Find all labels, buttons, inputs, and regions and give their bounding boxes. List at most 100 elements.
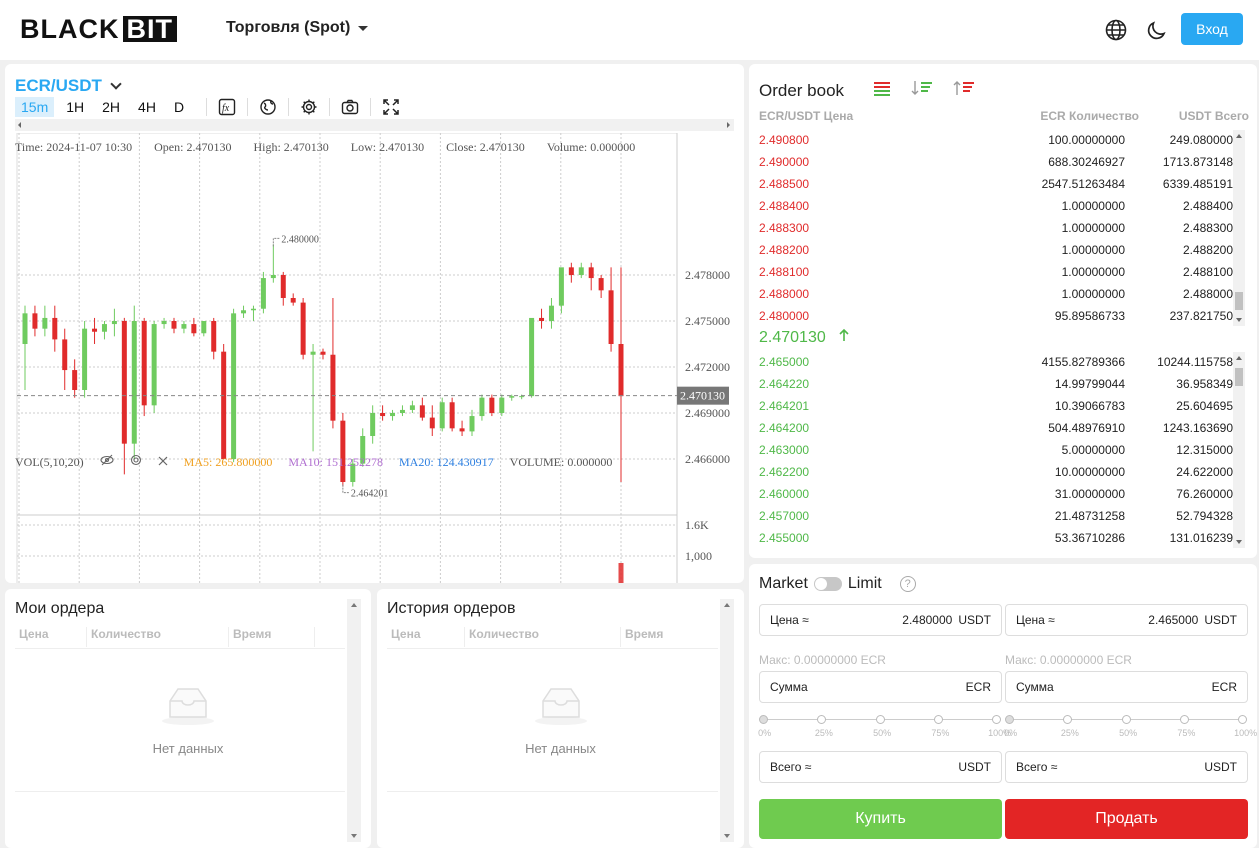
bids-scrollbar[interactable] bbox=[1233, 352, 1245, 548]
sell-percent-slider[interactable]: 0% 25% 50% 75% 100% bbox=[1004, 714, 1257, 742]
sell-button[interactable]: Продать bbox=[1005, 799, 1248, 839]
bid-row[interactable]: 2.455000 53.36710286 131.016239 bbox=[759, 527, 1233, 549]
slider-stop[interactable] bbox=[1121, 715, 1131, 724]
bid-row[interactable]: 2.457000 21.48731258 52.794328 bbox=[759, 505, 1233, 527]
bid-row[interactable]: 2.465000 4155.82789366 10244.115758 bbox=[759, 351, 1233, 373]
bid-qty: 14.99799044 bbox=[1054, 377, 1125, 391]
globe-icon[interactable] bbox=[1104, 18, 1128, 42]
order-history-title: История ордеров bbox=[387, 600, 516, 617]
pair-selector[interactable]: ECR/USDT bbox=[15, 76, 122, 96]
order-book-panel: Order book ECR/USDT Цена ECR Количество … bbox=[749, 64, 1257, 558]
buy-amount-input[interactable]: Сумма ECR bbox=[759, 671, 1002, 703]
slider-stop[interactable] bbox=[992, 715, 1001, 724]
ask-row[interactable]: 2.490800 100.00000000 249.080000 bbox=[759, 129, 1233, 151]
market-limit-toggle[interactable] bbox=[813, 577, 842, 591]
buy-price-field[interactable]: Цена ≈ 2.480000 USDT bbox=[759, 604, 1002, 636]
timeframe-4h[interactable]: 4H bbox=[138, 99, 156, 115]
timeframe-d[interactable]: D bbox=[173, 99, 185, 115]
slider-stop[interactable] bbox=[1179, 715, 1189, 724]
slider-stop[interactable] bbox=[759, 715, 768, 724]
legend-volume: Volume: 0.000000 bbox=[546, 140, 636, 154]
ask-row[interactable]: 2.488000 1.00000000 2.488000 bbox=[759, 283, 1233, 305]
settings-gear-icon[interactable] bbox=[299, 97, 319, 117]
volume-tick-label: 400 bbox=[685, 580, 703, 583]
view-bids-icon[interactable] bbox=[911, 80, 933, 101]
price-tick-label: 2.472000 bbox=[685, 360, 730, 374]
asks-scrollbar[interactable] bbox=[1233, 130, 1245, 326]
candle-body bbox=[350, 463, 356, 482]
ask-row[interactable]: 2.488500 2547.51263484 6339.485191 bbox=[759, 173, 1233, 195]
ask-row[interactable]: 2.480000 95.89586733 237.821750 bbox=[759, 305, 1233, 327]
toolbar-divider bbox=[206, 98, 208, 116]
help-icon[interactable]: ? bbox=[899, 576, 916, 592]
ask-row[interactable]: 2.488200 1.00000000 2.488200 bbox=[759, 239, 1233, 261]
bid-total: 10244.115758 bbox=[1157, 355, 1233, 369]
sell-price-value: 2.465000 bbox=[1148, 613, 1199, 627]
bid-row[interactable]: 2.464201 10.39066783 25.604695 bbox=[759, 395, 1233, 417]
candle-body bbox=[121, 321, 127, 444]
slider-stop[interactable] bbox=[933, 715, 943, 724]
buy-button[interactable]: Купить bbox=[759, 799, 1002, 839]
chart-canvas[interactable]: 2.478000 2.475000 2.472000 2.469000 2.466000… bbox=[15, 133, 735, 583]
sell-price-unit: USDT bbox=[1204, 613, 1237, 627]
hide-eye-icon[interactable] bbox=[100, 454, 114, 470]
candle-body bbox=[221, 351, 227, 459]
sell-amount-input[interactable]: Сумма ECR bbox=[1005, 671, 1248, 703]
bid-price: 2.463000 bbox=[759, 443, 810, 457]
indicators-icon[interactable]: fx bbox=[217, 97, 237, 117]
chart-horizontal-scrollbar[interactable] bbox=[15, 119, 734, 131]
bids-list: 2.465000 4155.82789366 10244.115758 2.46422… bbox=[759, 351, 1233, 549]
price-tick-label: 2.475000 bbox=[685, 314, 730, 328]
sell-price-field[interactable]: Цена ≈ 2.465000 USDT bbox=[1005, 604, 1248, 636]
current-price-label: 2.470130 bbox=[680, 389, 725, 403]
ask-row[interactable]: 2.488300 1.00000000 2.488300 bbox=[759, 217, 1233, 239]
slider-percent-label: 50% bbox=[1119, 728, 1138, 738]
slider-stop[interactable] bbox=[1063, 715, 1073, 724]
ask-row[interactable]: 2.488400 1.00000000 2.488400 bbox=[759, 195, 1233, 217]
slider-percent-label: 75% bbox=[1177, 728, 1196, 738]
ma20-value: MA20: 124.430917 bbox=[399, 454, 494, 469]
view-both-icon[interactable] bbox=[873, 80, 891, 101]
bid-row[interactable]: 2.460000 31.00000000 76.260000 bbox=[759, 483, 1233, 505]
timeframe-15m[interactable]: 15m bbox=[15, 97, 55, 117]
candle-body bbox=[141, 321, 147, 406]
view-asks-icon[interactable] bbox=[953, 80, 975, 101]
market-label[interactable]: Market bbox=[759, 575, 808, 592]
vol-settings-icon[interactable] bbox=[130, 454, 142, 470]
slider-stop[interactable] bbox=[1238, 715, 1247, 724]
ask-row[interactable]: 2.488100 1.00000000 2.488100 bbox=[759, 261, 1233, 283]
buy-percent-slider[interactable]: 0% 25% 50% 75% 100% bbox=[758, 714, 1011, 742]
slider-stop[interactable] bbox=[1005, 715, 1014, 724]
my-orders-scrollbar[interactable] bbox=[347, 599, 361, 842]
bid-row[interactable]: 2.464220 14.99799044 36.958349 bbox=[759, 373, 1233, 395]
slider-stop[interactable] bbox=[817, 715, 827, 724]
bid-row[interactable]: 2.462200 10.00000000 24.622000 bbox=[759, 461, 1233, 483]
candle-body bbox=[499, 397, 505, 413]
candle-body bbox=[300, 302, 306, 355]
fullscreen-icon[interactable] bbox=[381, 97, 401, 117]
bid-row[interactable]: 2.464200 504.48976910 1243.163690 bbox=[759, 417, 1233, 439]
blackbit-logo[interactable]: BLACK BIT bbox=[20, 14, 177, 44]
timeframe-1h[interactable]: 1H bbox=[66, 99, 85, 115]
order-history-scrollbar[interactable] bbox=[720, 599, 734, 842]
bid-row[interactable]: 2.463000 5.00000000 12.315000 bbox=[759, 439, 1233, 461]
col-time: Время bbox=[229, 627, 315, 647]
moon-icon[interactable] bbox=[1145, 18, 1169, 42]
login-button[interactable]: Вход bbox=[1181, 13, 1243, 45]
buy-total-input[interactable]: Всего ≈ USDT bbox=[759, 751, 1002, 783]
ask-row[interactable]: 2.490000 688.30246927 1713.873148 bbox=[759, 151, 1233, 173]
bid-total: 52.794328 bbox=[1176, 509, 1233, 523]
vol-close-icon[interactable] bbox=[158, 455, 168, 470]
sell-total-input[interactable]: Всего ≈ USDT bbox=[1005, 751, 1248, 783]
candle-body bbox=[539, 317, 545, 321]
timezone-globe-icon[interactable] bbox=[258, 97, 278, 117]
candlestick-chart[interactable]: 2.478000 2.475000 2.472000 2.469000 2.466000… bbox=[15, 133, 735, 623]
limit-label[interactable]: Limit bbox=[847, 575, 882, 592]
slider-stop[interactable] bbox=[875, 715, 885, 724]
timeframe-2h[interactable]: 2H bbox=[102, 99, 121, 115]
ask-qty: 1.00000000 bbox=[1061, 265, 1125, 279]
high-marker-label: 2.480000 bbox=[281, 234, 319, 245]
trade-menu-dropdown[interactable]: Торговля (Spot) bbox=[226, 19, 369, 37]
candle-body bbox=[390, 413, 396, 417]
screenshot-camera-icon[interactable] bbox=[340, 97, 360, 117]
